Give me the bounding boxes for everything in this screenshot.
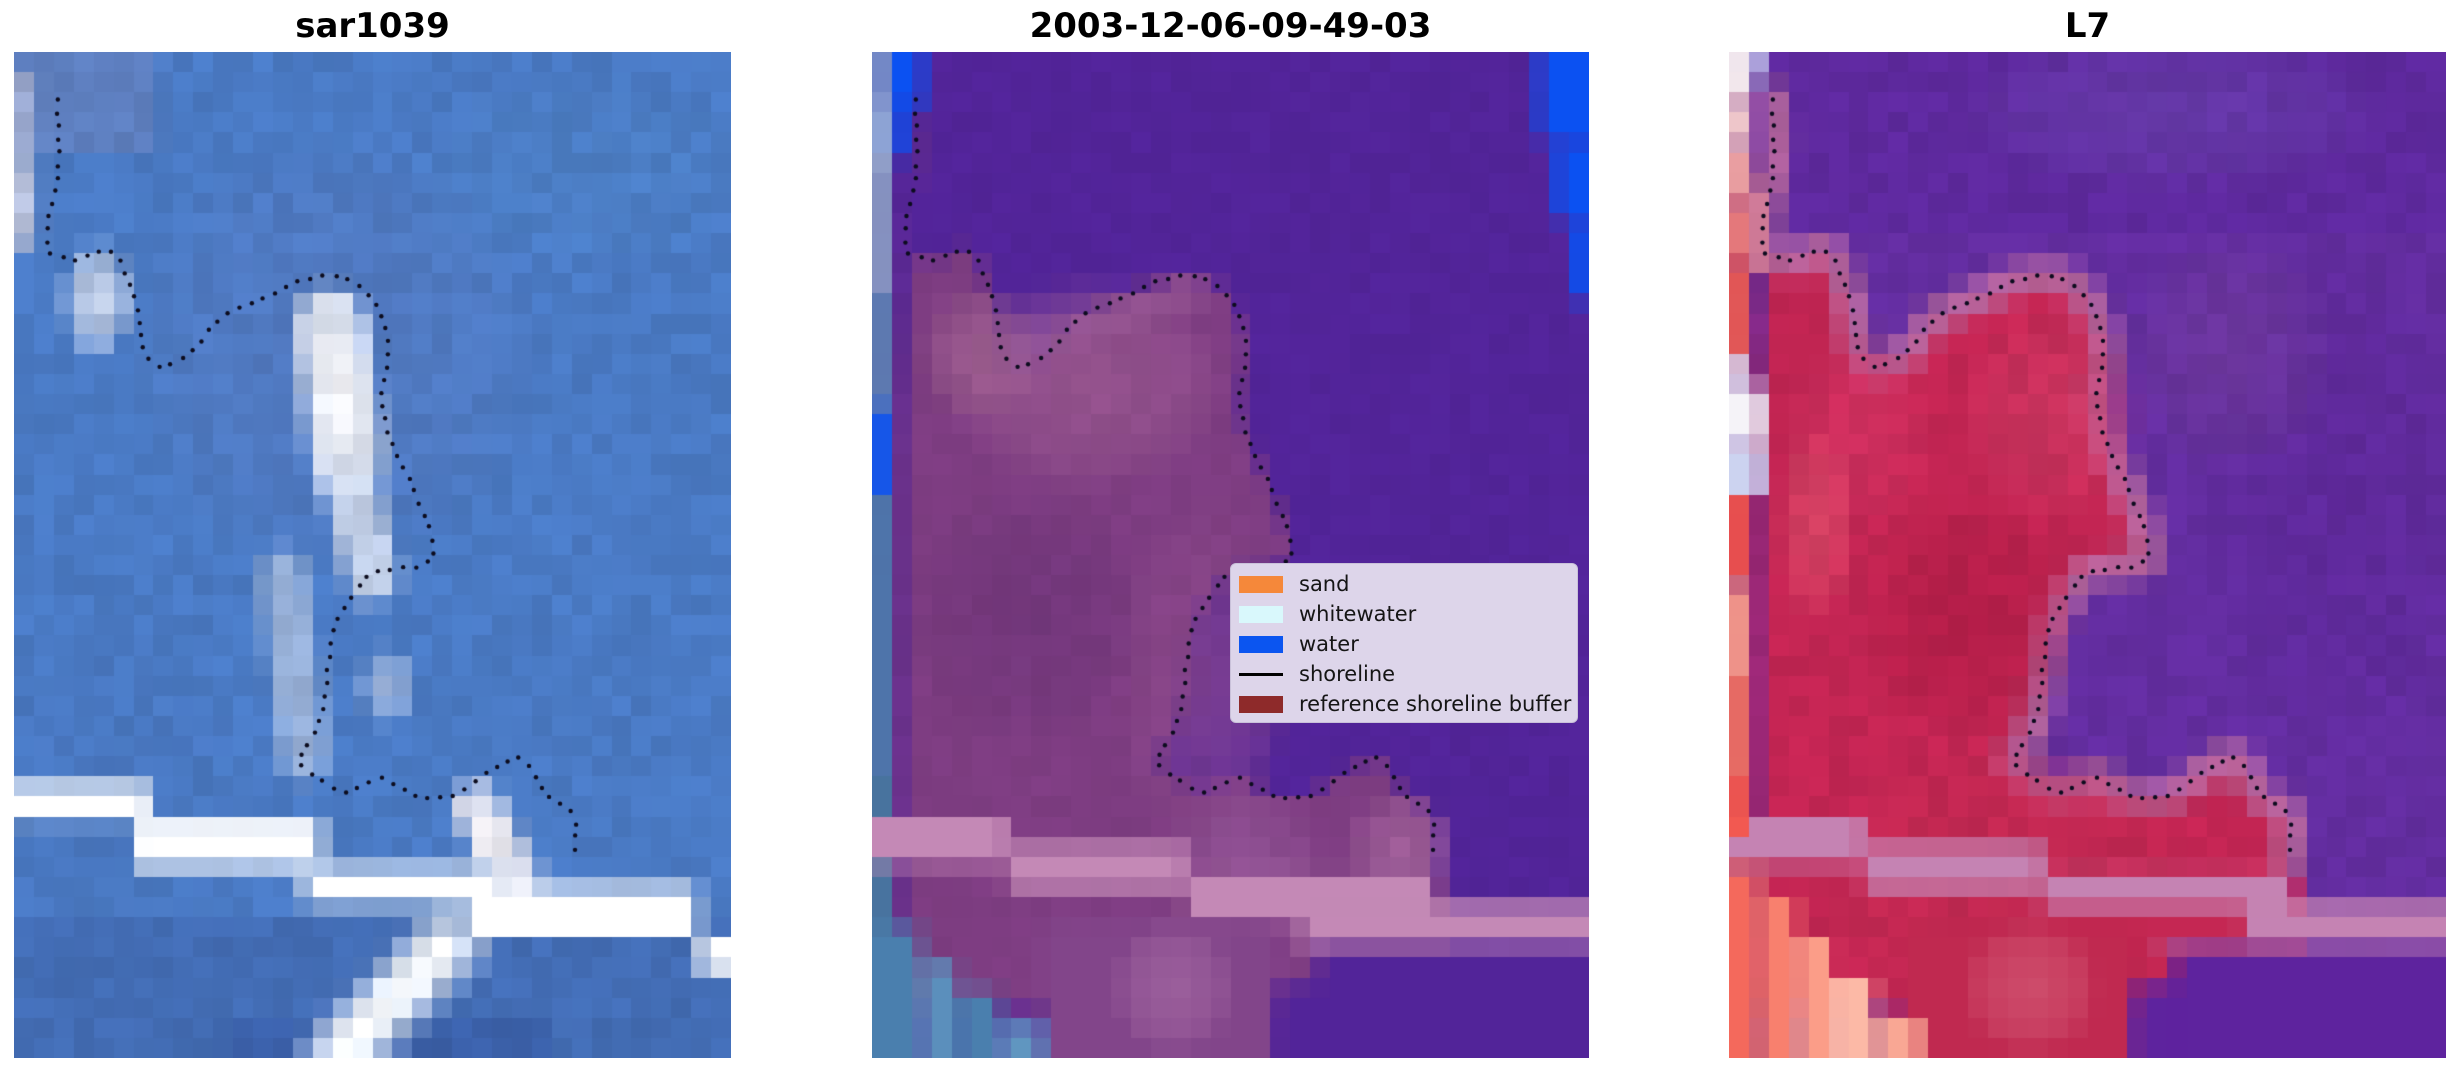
legend-label-shoreline: shoreline <box>1299 662 1396 686</box>
legend-row: reference shoreline buffer <box>1239 689 1577 719</box>
legend-row: shoreline <box>1239 659 1577 689</box>
legend-row: sand <box>1239 569 1577 599</box>
sar-image-panel <box>14 52 731 1058</box>
classified-image-canvas <box>872 52 1589 1058</box>
sar-image-canvas <box>14 52 731 1058</box>
legend-label-reference-buffer: reference shoreline buffer <box>1299 692 1572 716</box>
shoreline-line-swatch <box>1239 672 1283 676</box>
panel-title-classified: 2003-12-06-09-49-03 <box>1029 6 1432 46</box>
legend-label-sand: sand <box>1299 572 1350 596</box>
legend: sand whitewater water shoreline referenc… <box>1230 563 1578 723</box>
legend-label-water: water <box>1299 632 1359 656</box>
panel-title-l7: L7 <box>2064 6 2111 46</box>
l7-image-panel <box>1729 52 2446 1058</box>
whitewater-swatch <box>1239 605 1283 623</box>
l7-image-canvas <box>1729 52 2446 1058</box>
legend-row: whitewater <box>1239 599 1577 629</box>
water-swatch <box>1239 635 1283 653</box>
sand-swatch <box>1239 575 1283 593</box>
reference-shoreline-buffer-swatch <box>1239 695 1283 713</box>
classified-image-panel: sand whitewater water shoreline referenc… <box>872 52 1589 1058</box>
legend-label-whitewater: whitewater <box>1299 602 1417 626</box>
legend-row: water <box>1239 629 1577 659</box>
panel-title-sar: sar1039 <box>295 6 450 46</box>
